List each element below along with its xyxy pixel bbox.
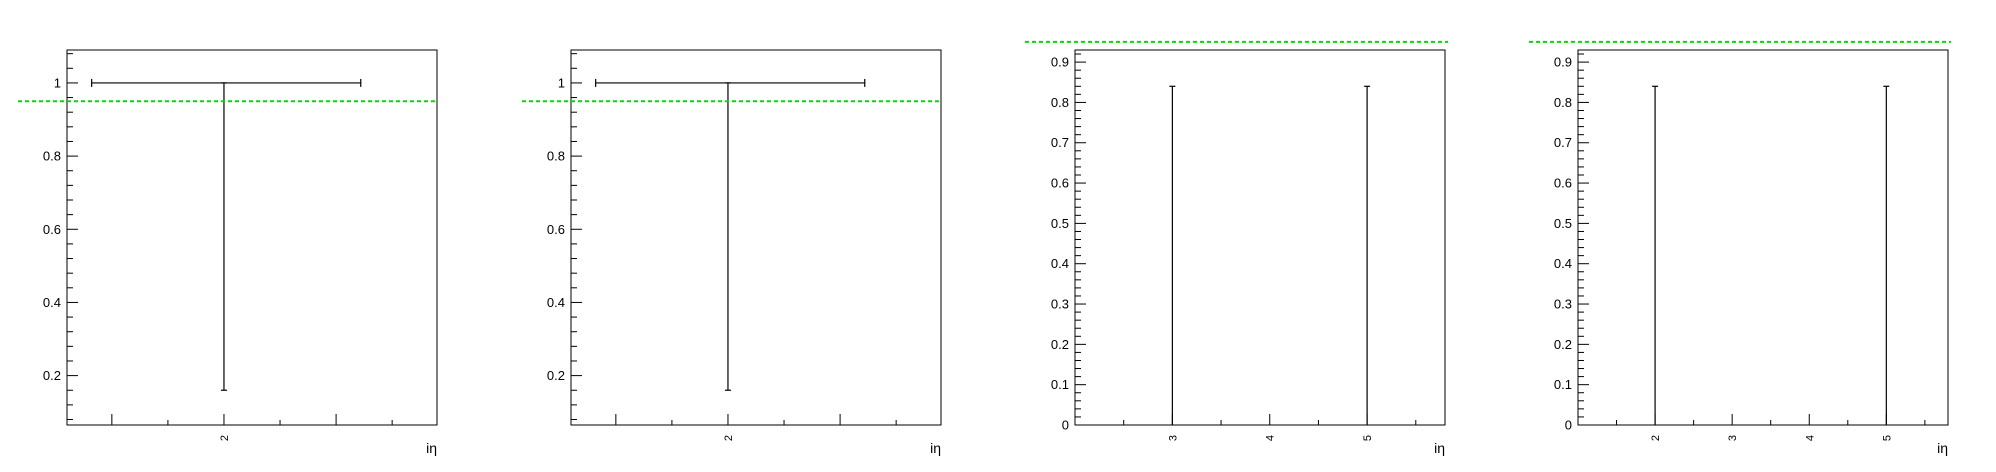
x-tick-label: 4 (1265, 435, 1277, 441)
y-tick-label: 0.2 (43, 368, 61, 383)
x-tick-label: 5 (1881, 435, 1893, 441)
y-tick-label: 0.3 (1554, 297, 1572, 312)
y-tick-label: 0.6 (547, 222, 565, 237)
x-axis-title: iη (426, 440, 437, 456)
y-tick-label: 0.8 (43, 149, 61, 164)
x-tick-label: 2 (219, 435, 231, 441)
y-tick-label: 0.7 (1554, 135, 1572, 150)
x-tick-label: 2 (723, 435, 735, 441)
y-tick-label: 0.7 (1051, 135, 1069, 150)
chart-panel-4: 0 0.1 0.2 0.3 0.4 0.5 0.6 0.7 0.8 0.9 2 3 4 5 iη (1529, 40, 1951, 456)
y-tick-label: 0 (1565, 418, 1572, 433)
y-tick-label: 0.2 (547, 368, 565, 383)
y-tick-label: 0.6 (1554, 176, 1572, 191)
y-tick-label: 1 (54, 75, 61, 90)
y-tick-label: 0.6 (1051, 176, 1069, 191)
chart-panel-1: 0.2 0.4 0.6 0.8 1 2 iη (18, 49, 438, 456)
y-tick-label: 0.4 (547, 295, 565, 310)
y-tick-label: 0.5 (1051, 216, 1069, 231)
y-tick-label: 0.6 (43, 222, 61, 237)
x-axis-title: iη (930, 440, 941, 456)
y-tick-label: 0 (1062, 418, 1069, 433)
x-tick-label: 3 (1727, 435, 1739, 441)
y-tick-label: 0.8 (1554, 95, 1572, 110)
x-tick-label: 4 (1804, 435, 1816, 441)
x-tick-label: 3 (1167, 435, 1179, 441)
x-tick-label: 2 (1650, 435, 1662, 441)
y-tick-label: 0.1 (1051, 377, 1069, 392)
x-axis-title: iη (1937, 440, 1948, 456)
y-tick-label: 0.5 (1554, 216, 1572, 231)
plot-frame (66, 49, 438, 426)
x-tick-label: 5 (1362, 435, 1374, 441)
y-tick-label: 0.4 (1554, 256, 1572, 271)
plot-frame (1577, 49, 1949, 426)
y-tick-label: 0.3 (1051, 297, 1069, 312)
y-tick-label: 0.4 (1051, 256, 1069, 271)
y-tick-label: 0.1 (1554, 377, 1572, 392)
plot-frame (1074, 49, 1446, 426)
y-tick-label: 0.8 (547, 149, 565, 164)
chart-panel-2: 0.2 0.4 0.6 0.8 1 2 iη (522, 49, 942, 456)
y-tick-label: 0.2 (1051, 337, 1069, 352)
plot-frame (570, 49, 942, 426)
y-tick-label: 0.2 (1554, 337, 1572, 352)
x-axis-title: iη (1434, 440, 1445, 456)
y-tick-label: 0.8 (1051, 95, 1069, 110)
chart-panel-3: 0 0.1 0.2 0.3 0.4 0.5 0.6 0.7 0.8 0.9 3 4 5 iη (1025, 40, 1448, 456)
y-tick-label: 0.9 (1051, 55, 1069, 70)
y-tick-label: 1 (558, 75, 565, 90)
y-tick-label: 0.9 (1554, 55, 1572, 70)
y-tick-label: 0.4 (43, 295, 61, 310)
